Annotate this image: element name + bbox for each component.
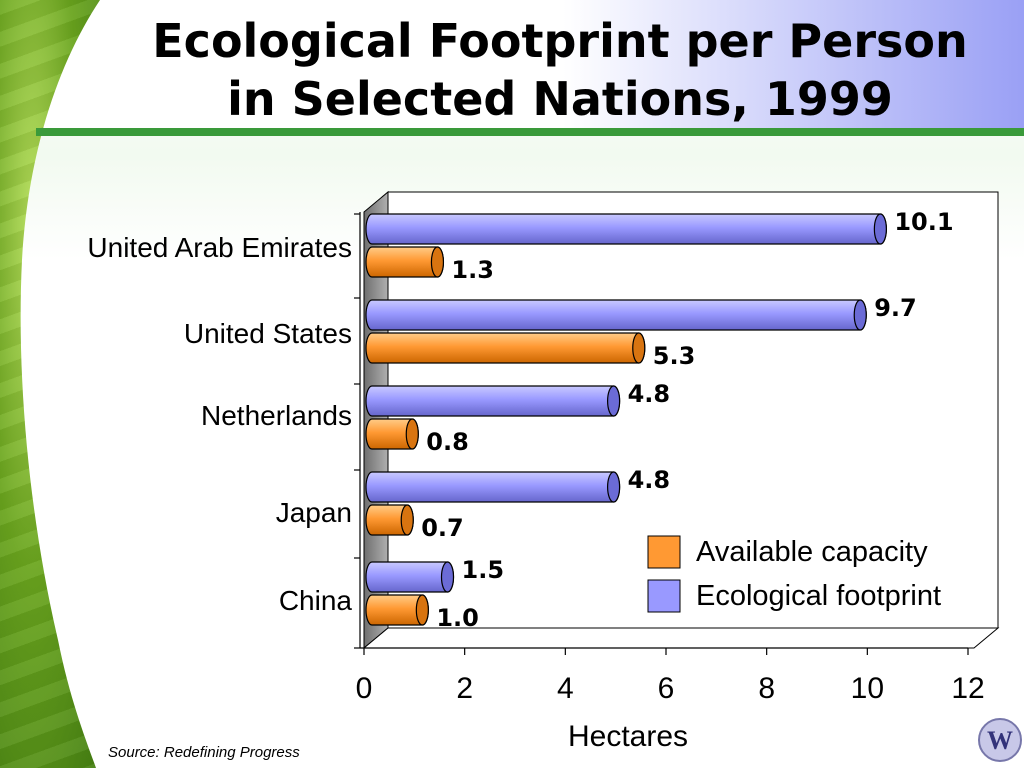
bar-capacity-netherlands-cap	[405, 418, 419, 450]
x-axis-title: Hectares	[568, 720, 688, 753]
bar-footprint-japan	[365, 471, 621, 503]
source-note: Source: Redefining Progress	[108, 744, 300, 761]
data-label-capacity-united-arab-emirates: 1.3	[451, 256, 494, 284]
worldwatch-logo: W	[978, 718, 1022, 762]
bar-capacity-japan	[365, 504, 414, 536]
bar-footprint-netherlands-cap	[606, 385, 621, 417]
data-label-footprint-netherlands: 4.8	[628, 380, 671, 408]
legend-swatch-ecological-footprint	[647, 579, 681, 613]
x-tick-label-10: 10	[851, 672, 884, 705]
page-title: Ecological Footprint per Person in Selec…	[80, 12, 1024, 128]
bar-footprint-netherlands-body	[365, 385, 621, 417]
category-label-netherlands: Netherlands	[201, 400, 352, 431]
title-line-1: Ecological Footprint per Person	[152, 14, 968, 68]
x-tick-label-0: 0	[356, 672, 373, 705]
bar-footprint-china-body	[365, 561, 455, 593]
x-tick-label-8: 8	[758, 672, 775, 705]
data-label-capacity-netherlands: 0.8	[426, 428, 469, 456]
category-label-united-states: United States	[184, 318, 352, 349]
bar-capacity-united-states-body	[365, 332, 646, 364]
legend-label-ecological-footprint: Ecological footprint	[696, 580, 941, 612]
category-label-china: China	[279, 585, 353, 616]
category-label-japan: Japan	[276, 497, 352, 528]
data-label-footprint-china: 1.5	[462, 556, 505, 584]
bar-capacity-united-arab-emirates	[365, 246, 445, 278]
legend-label-available-capacity: Available capacity	[696, 536, 928, 568]
x-tick-label-4: 4	[557, 672, 574, 705]
data-label-footprint-united-states: 9.7	[874, 294, 917, 322]
bar-capacity-netherlands	[365, 418, 419, 450]
bar-footprint-netherlands	[365, 385, 621, 417]
title-divider	[36, 128, 1024, 136]
bar-footprint-united-states	[365, 299, 867, 331]
bar-capacity-united-states	[365, 332, 646, 364]
data-label-footprint-united-arab-emirates: 10.1	[894, 208, 953, 236]
data-label-capacity-japan: 0.7	[421, 514, 464, 542]
logo-letter: W	[987, 726, 1013, 755]
bar-footprint-united-arab-emirates-cap	[873, 213, 887, 245]
bar-footprint-china-cap	[440, 561, 455, 593]
bar-footprint-united-arab-emirates	[365, 213, 887, 245]
title-line-2: in Selected Nations, 1999	[227, 72, 893, 126]
bar-capacity-united-states-cap	[632, 332, 646, 364]
bar-capacity-united-arab-emirates-cap	[430, 246, 445, 278]
bar-footprint-japan-cap	[606, 471, 621, 503]
bar-footprint-united-arab-emirates-body	[365, 213, 887, 245]
x-tick-label-6: 6	[658, 672, 675, 705]
legend-swatch-available-capacity	[647, 535, 681, 569]
data-label-footprint-japan: 4.8	[628, 466, 671, 494]
data-label-capacity-united-states: 5.3	[653, 342, 696, 370]
bar-capacity-japan-cap	[400, 504, 414, 536]
bar-footprint-united-states-cap	[853, 299, 867, 331]
bar-capacity-china-cap	[415, 594, 429, 626]
bar-footprint-china	[365, 561, 455, 593]
category-label-united-arab-emirates: United Arab Emirates	[87, 232, 352, 263]
data-label-capacity-china: 1.0	[436, 604, 479, 632]
bar-capacity-china	[365, 594, 429, 626]
bar-footprint-united-states-body	[365, 299, 867, 331]
x-tick-label-12: 12	[951, 672, 984, 705]
x-tick-label-2: 2	[456, 672, 473, 705]
bar-footprint-japan-body	[365, 471, 621, 503]
title-background	[0, 0, 1024, 132]
